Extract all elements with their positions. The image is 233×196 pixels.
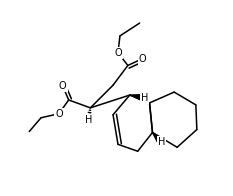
Text: O: O — [59, 81, 67, 91]
Text: H: H — [141, 93, 148, 103]
Text: O: O — [114, 48, 122, 58]
Text: O: O — [139, 54, 146, 64]
Polygon shape — [130, 95, 145, 101]
Text: H: H — [158, 137, 165, 147]
Polygon shape — [152, 132, 164, 145]
Text: O: O — [55, 109, 63, 119]
Text: H: H — [85, 115, 92, 125]
